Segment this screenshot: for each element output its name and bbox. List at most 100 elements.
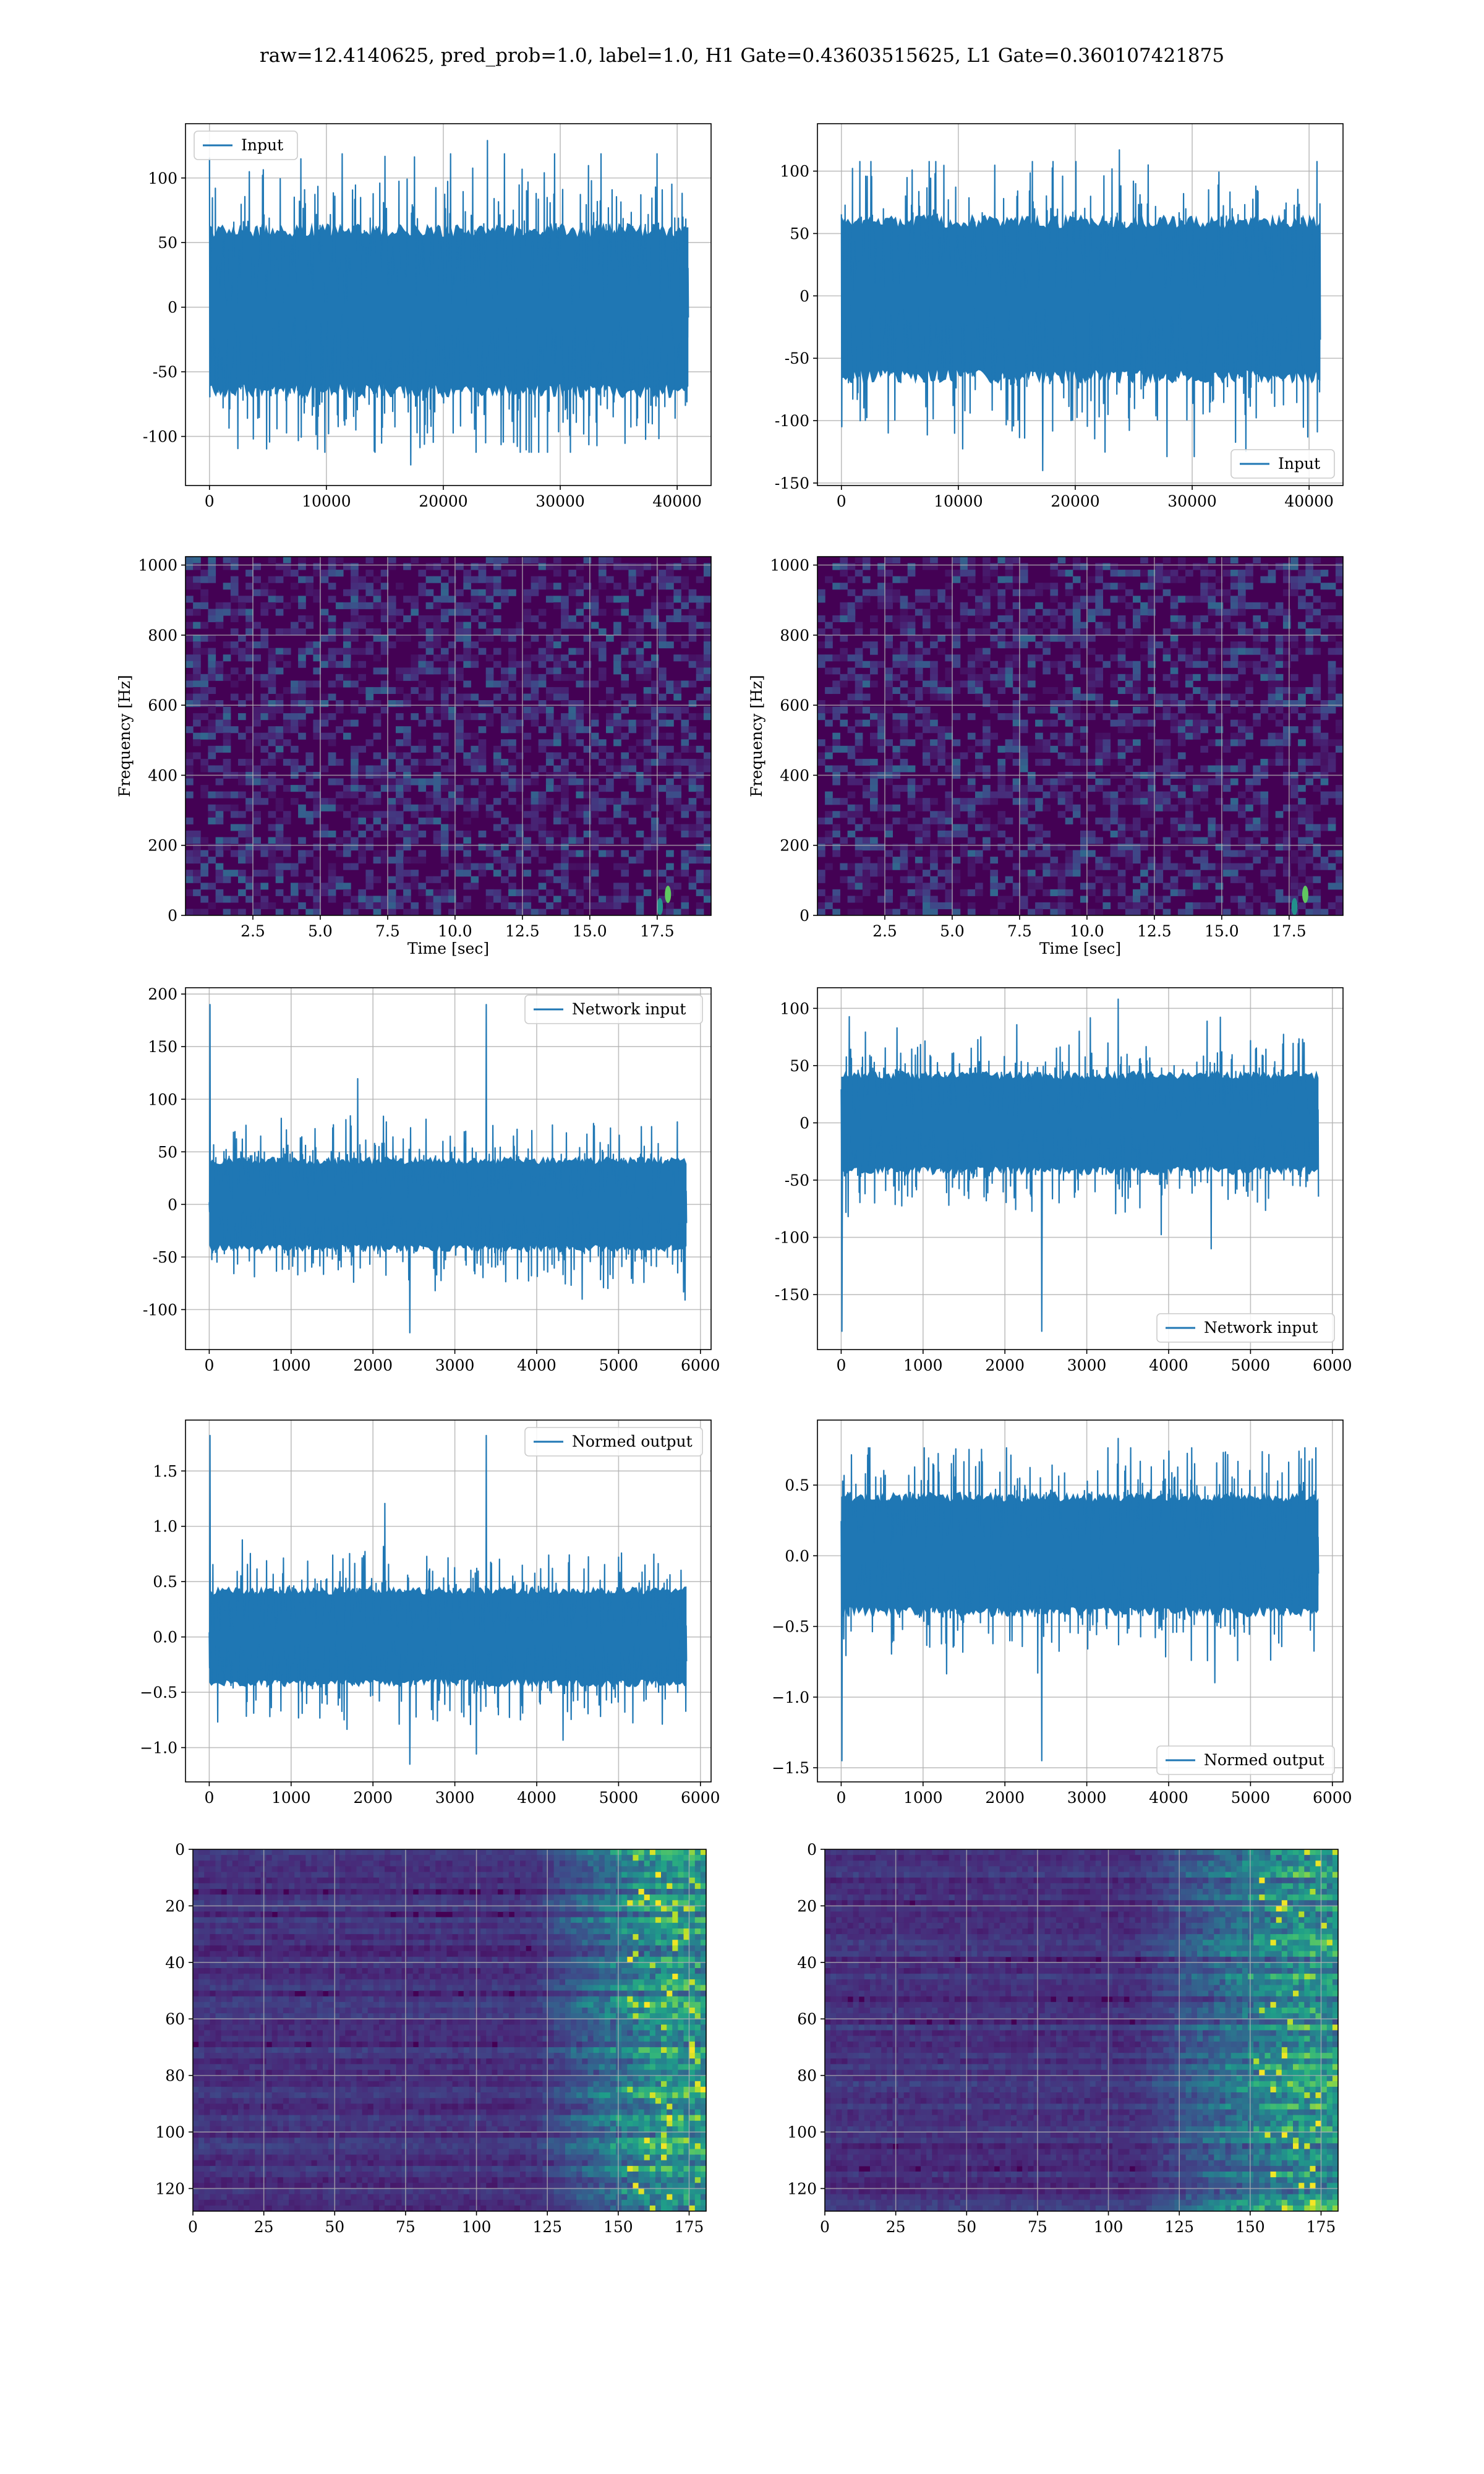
l1-spectrogram-cell <box>997 765 1006 773</box>
l1-spectrogram-cell <box>840 609 848 616</box>
h1-spectrogram-cell <box>365 811 374 818</box>
l1-spectrogram-cell <box>1110 719 1119 727</box>
l1-spectrogram-panel: 2.5 5.0 7.5 10.0 12.5 15.0 17.5020040060080010… <box>748 556 1344 957</box>
h1-spectrogram-cell <box>305 641 313 649</box>
l1-spectrogram-cell <box>1155 896 1164 903</box>
l1-spectrogram-cell <box>1133 680 1141 688</box>
l1-spectrogram-cell <box>923 661 931 668</box>
l1-spectrogram-cell <box>1170 635 1179 642</box>
h1-spectrogram-cell <box>576 576 584 583</box>
l1-spectrogram-cell <box>990 583 998 590</box>
h1-spectrogram-cell <box>186 609 194 616</box>
l1-spectrogram-cell <box>923 687 931 694</box>
l1-spectrogram-cell <box>1320 798 1329 805</box>
l1-spectrogram-cell <box>1140 883 1148 890</box>
h1-feature-map-cell <box>266 1855 273 1861</box>
l1-spectrogram-cell <box>1110 700 1119 708</box>
l1-spectrogram-cell <box>1215 602 1224 609</box>
h1-feature-map-cell <box>232 2064 239 2070</box>
h1-spectrogram-cell <box>696 667 704 675</box>
h1-spectrogram-cell <box>485 674 494 681</box>
l1-spectrogram-cell <box>1238 667 1246 675</box>
h1-spectrogram-cell <box>501 765 509 773</box>
l1-spectrogram-cell <box>930 765 938 773</box>
l1-spectrogram-cell <box>1057 713 1066 721</box>
h1-spectrogram-cell <box>643 745 652 753</box>
l1-spectrogram-cell <box>855 876 863 883</box>
l1-spectrogram-cell <box>870 615 878 622</box>
h1-spectrogram-cell <box>659 680 667 688</box>
h1-spectrogram-cell <box>230 726 239 734</box>
l1-spectrogram-cell <box>1305 687 1313 694</box>
l1-spectrogram-cell <box>907 791 916 798</box>
h1-spectrogram-cell <box>471 876 479 883</box>
l1-spectrogram-cell <box>1222 693 1231 701</box>
h1-spectrogram-cell <box>238 811 246 818</box>
l1-spectrogram-cell <box>1328 883 1336 890</box>
h1-feature-map-cell <box>204 2047 210 2053</box>
l1-spectrogram-cell <box>862 706 871 714</box>
h1-spectrogram-cell <box>433 889 441 896</box>
l1-spectrogram-cell <box>937 752 945 760</box>
l1-spectrogram-cell <box>1005 837 1013 844</box>
h1-spectrogram-cell <box>613 661 621 668</box>
h1-spectrogram-cell <box>351 583 359 590</box>
h1-feature-map-cell <box>255 2092 261 2099</box>
h1-spectrogram-cell <box>373 687 382 694</box>
l1-spectrogram-cell <box>1012 719 1021 727</box>
l1-normed-output-ytick-label: −1.5 <box>772 1759 809 1777</box>
l1-spectrogram-cell <box>1200 687 1208 694</box>
l1-spectrogram-cell <box>1050 570 1059 577</box>
l1-spectrogram-cell <box>1215 883 1224 890</box>
l1-spectrogram-cell <box>1298 602 1306 609</box>
l1-spectrogram-cell <box>1028 785 1036 792</box>
l1-spectrogram-cell <box>952 635 961 642</box>
h1-spectrogram-cell <box>200 857 208 864</box>
l1-spectrogram-cell <box>1313 850 1321 857</box>
l1-spectrogram-cell <box>1268 609 1276 616</box>
l1-spectrogram-cell <box>1208 602 1216 609</box>
l1-spectrogram-cell <box>1043 870 1051 877</box>
l1-spectrogram-cell <box>885 758 893 766</box>
l1-spectrogram-cell <box>847 609 856 616</box>
h1-spectrogram-cell <box>628 765 637 773</box>
h1-feature-map-cell <box>266 1872 273 1878</box>
l1-spectrogram-cell <box>1028 680 1036 688</box>
l1-spectrogram-cell <box>855 557 863 564</box>
h1-spectrogram-cell <box>373 902 382 909</box>
h1-spectrogram-cell <box>659 824 667 831</box>
h1-spectrogram-cell <box>568 752 576 760</box>
l1-spectrogram-cell <box>1230 641 1239 649</box>
l1-spectrogram-cell <box>1035 583 1043 590</box>
l1-spectrogram-cell <box>1028 628 1036 636</box>
h1-spectrogram-cell <box>463 798 471 805</box>
l1-spectrogram-cell <box>1335 745 1343 753</box>
l1-spectrogram-cell <box>1148 863 1156 870</box>
h1-spectrogram-cell <box>245 596 254 603</box>
l1-spectrogram-cell <box>923 706 931 714</box>
l1-spectrogram-cell <box>1290 876 1298 883</box>
l1-spectrogram-cell <box>1185 830 1193 837</box>
h1-feature-map-cell <box>249 1849 255 1856</box>
l1-spectrogram-cell <box>952 739 961 747</box>
l1-spectrogram-cell <box>817 589 825 596</box>
l1-spectrogram-cell <box>1028 667 1036 675</box>
l1-spectrogram-cell <box>1238 765 1246 773</box>
h1-feature-map-cell <box>221 1934 228 1940</box>
h1-spectrogram-cell <box>591 902 599 909</box>
l1-spectrogram-cell <box>915 798 923 805</box>
h1-spectrogram-cell <box>508 648 516 655</box>
h1-spectrogram-cell <box>538 609 547 616</box>
l1-spectrogram-cell <box>862 758 871 766</box>
h1-spectrogram-cell <box>531 817 539 824</box>
h1-feature-map-cell <box>226 2120 233 2127</box>
l1-spectrogram-cell <box>840 700 848 708</box>
h1-spectrogram-cell <box>508 589 516 596</box>
h1-spectrogram-cell <box>448 889 456 896</box>
l1-spectrogram-cell <box>975 687 983 694</box>
h1-spectrogram-cell <box>696 661 704 668</box>
h1-feature-map-cell <box>215 2143 222 2149</box>
h1-spectrogram-cell <box>245 739 254 747</box>
l1-spectrogram-cell <box>1268 758 1276 766</box>
l1-spectrogram-cell <box>1005 745 1013 753</box>
